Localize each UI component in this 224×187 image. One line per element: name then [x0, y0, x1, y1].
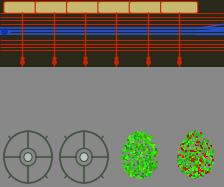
FancyBboxPatch shape	[4, 1, 41, 13]
Circle shape	[80, 153, 88, 162]
FancyBboxPatch shape	[129, 1, 166, 13]
Circle shape	[24, 153, 32, 162]
FancyBboxPatch shape	[98, 1, 135, 13]
FancyBboxPatch shape	[35, 1, 72, 13]
FancyBboxPatch shape	[161, 1, 198, 13]
FancyBboxPatch shape	[67, 1, 104, 13]
